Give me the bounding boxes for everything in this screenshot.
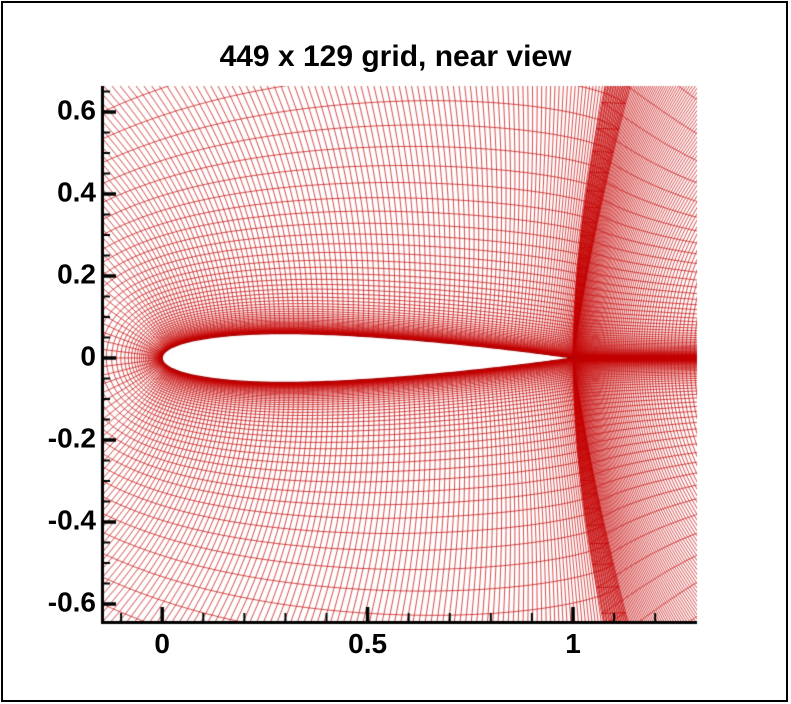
- y-tick-label: -0.4: [47, 504, 96, 536]
- x-tick-label: 0: [154, 628, 170, 659]
- plot-title: 449 x 129 grid, near view: [219, 40, 572, 73]
- y-tick-label: 0.4: [57, 176, 96, 208]
- y-tick-label: -0.2: [47, 422, 96, 454]
- y-tick-label: -0.6: [47, 586, 96, 618]
- y-tick-label: 0.6: [57, 94, 96, 126]
- y-tick-label: 0: [80, 340, 96, 372]
- y-tick-label: 0.2: [57, 258, 96, 290]
- x-tick-label: 0.5: [348, 628, 388, 659]
- x-tick-label: 1: [565, 628, 581, 659]
